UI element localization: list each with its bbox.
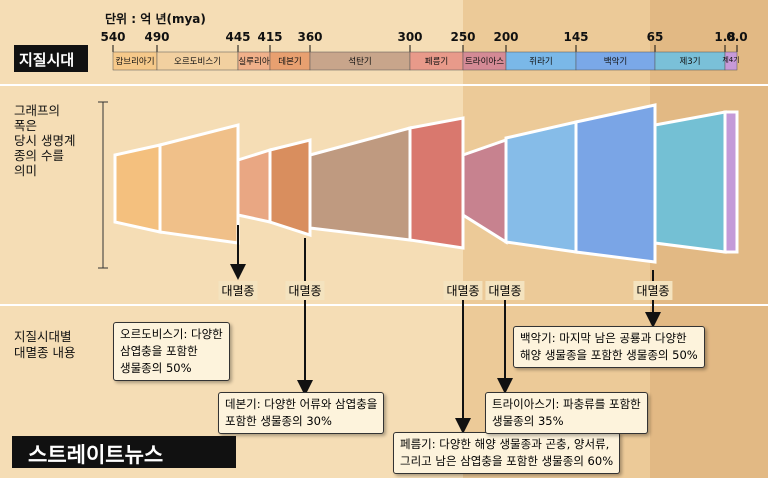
- box-line: 트라이아스기: 파충류를 포함한: [492, 397, 641, 411]
- box-line: 생물종의 35%: [492, 414, 564, 428]
- box-line: 생물종의 50%: [120, 361, 192, 375]
- tick-label: 360: [297, 30, 323, 44]
- logo: 스트레이트뉴스: [28, 443, 164, 467]
- tick-label: 0.0: [726, 30, 748, 44]
- box-line: 백악기: 마지막 남은 공룡과 다양한: [520, 331, 687, 345]
- logo-box: [12, 436, 236, 468]
- graph-note: 그래프의: [14, 103, 61, 118]
- tick-label: 145: [563, 30, 589, 44]
- graph-note: 의미: [14, 163, 38, 178]
- extinction-label: 대멸종: [218, 281, 258, 300]
- period-label: 트라이아스: [464, 57, 505, 67]
- tick-label: 490: [144, 30, 170, 44]
- box-line: 페름기: 다양한 해양 생물종과 곤충, 양서류,: [400, 437, 610, 451]
- tick-label: 200: [493, 30, 519, 44]
- box-line: 해양 생물종을 포함한 생물종의 50%: [520, 348, 698, 362]
- graph-note: 당시 생명계: [14, 133, 76, 148]
- period-label: 페름기: [424, 57, 449, 67]
- extinction-label: 대멸종: [485, 281, 525, 300]
- tick-label: 415: [257, 30, 283, 44]
- box-line: 오르도비스기: 다양한: [120, 327, 223, 341]
- extinction-label: 대멸종: [633, 281, 673, 300]
- unit-label: 단위 : 억 년(mya): [105, 12, 206, 26]
- period-label: 데본기: [278, 57, 302, 67]
- details-title: 대멸종 내용: [14, 345, 76, 360]
- tick-label: 65: [646, 30, 664, 44]
- section-title: 지질시대: [19, 51, 75, 69]
- tick-label: 300: [397, 30, 423, 44]
- period-label: 오르도비스기: [174, 57, 221, 67]
- title-box: [14, 45, 88, 72]
- period-label: 제3기: [679, 57, 701, 67]
- graph-note: 종의 수를: [14, 148, 64, 163]
- extinction-box: 페름기: 다양한 해양 생물종과 곤충, 양서류, 그리고 남은 삼엽충을 포함한…: [393, 432, 621, 474]
- box-line: 데본기: 다양한 어류와 삼엽충을: [225, 397, 378, 411]
- extinction-label: 대멸종: [443, 281, 483, 300]
- period-label: 백악기: [603, 57, 628, 67]
- details-title: 지질시대별: [14, 329, 72, 344]
- box-line: 포함한 생물종의 30%: [225, 414, 332, 428]
- tick-label: 445: [225, 30, 251, 44]
- period-segment: [724, 51, 738, 71]
- tick-label: 540: [100, 30, 126, 44]
- period-label: 석탄기: [348, 57, 372, 67]
- box-line: 그리고 남은 삼엽충을 포함한 생물종의 60%: [400, 454, 614, 468]
- box-line: 삼엽충을 포함한: [120, 344, 198, 358]
- tick-label: 1.8: [714, 30, 736, 44]
- period-label: 실루리아: [238, 57, 270, 67]
- period-label: 제4기: [722, 56, 740, 64]
- period-label: 쥐라기: [529, 57, 553, 67]
- extinction-label: 대멸종: [285, 281, 325, 300]
- graph-note: 폭은: [14, 118, 38, 133]
- period-label: 캄브리아기: [115, 57, 155, 67]
- tick-label: 250: [450, 30, 476, 44]
- diversity-graph: [113, 103, 739, 264]
